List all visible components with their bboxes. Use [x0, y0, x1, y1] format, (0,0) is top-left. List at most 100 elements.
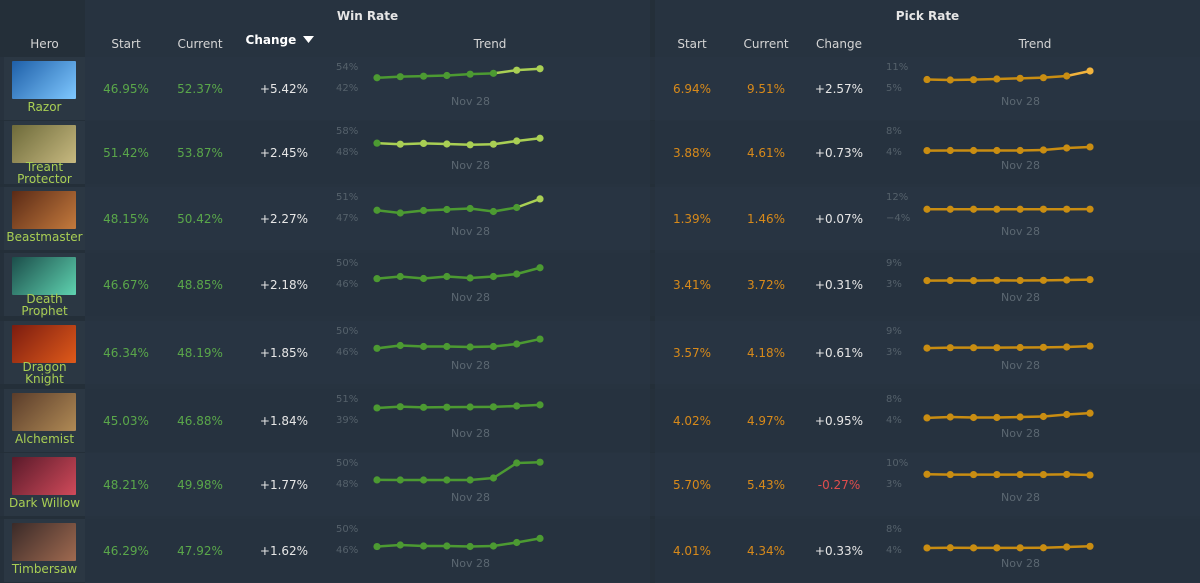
trend-point[interactable] [923, 470, 931, 478]
trend-point[interactable] [1063, 410, 1071, 419]
trend-point[interactable] [466, 343, 474, 351]
trend-point[interactable] [969, 344, 978, 352]
trend-point[interactable] [946, 413, 954, 421]
trend-point[interactable] [969, 205, 978, 213]
trend-point[interactable] [466, 476, 474, 484]
trend-point[interactable] [923, 414, 931, 422]
trend-point[interactable] [1086, 471, 1094, 479]
trend-point[interactable] [373, 74, 381, 82]
win-rate-trend-chart[interactable]: 50% 48% Nov 28 [330, 456, 550, 506]
trend-point[interactable] [396, 403, 404, 411]
trend-point[interactable] [1063, 72, 1071, 80]
trend-point[interactable] [536, 65, 544, 73]
hero-portrait[interactable] [12, 257, 76, 295]
trend-point[interactable] [466, 403, 474, 411]
trend-point[interactable] [513, 340, 521, 348]
trend-point[interactable] [1039, 544, 1048, 552]
trend-point[interactable] [993, 413, 1001, 422]
trend-point[interactable] [946, 544, 954, 552]
wr-start-column-header[interactable]: Start [111, 37, 141, 51]
trend-point[interactable] [1016, 276, 1024, 285]
trend-point[interactable] [419, 206, 428, 215]
trend-point[interactable] [1086, 409, 1094, 417]
hero-name[interactable]: Beastmaster [6, 230, 83, 244]
trend-point[interactable] [373, 139, 381, 147]
trend-point[interactable] [536, 401, 544, 409]
trend-point[interactable] [513, 459, 521, 467]
trend-point[interactable] [466, 141, 474, 149]
trend-point[interactable] [443, 476, 451, 484]
trend-point[interactable] [969, 277, 978, 285]
trend-point[interactable] [419, 274, 428, 283]
trend-point[interactable] [1063, 543, 1071, 551]
trend-point[interactable] [969, 544, 978, 552]
trend-point[interactable] [443, 272, 451, 281]
trend-point[interactable] [1039, 343, 1048, 351]
trend-point[interactable] [536, 264, 544, 272]
trend-point[interactable] [489, 207, 498, 216]
trend-point[interactable] [396, 209, 404, 217]
trend-point[interactable] [373, 275, 381, 283]
trend-point[interactable] [396, 272, 404, 281]
trend-point[interactable] [489, 474, 498, 482]
trend-point[interactable] [1016, 74, 1024, 82]
trend-point[interactable] [993, 276, 1001, 284]
trend-point[interactable] [373, 344, 381, 352]
pick-rate-trend-chart[interactable]: 9% 3% Nov 28 [880, 324, 1100, 374]
trend-point[interactable] [419, 476, 428, 484]
trend-point[interactable] [419, 342, 428, 351]
trend-point[interactable] [1039, 74, 1048, 82]
hero-name[interactable]: Dark Willow [8, 496, 81, 510]
trend-point[interactable] [1016, 413, 1024, 421]
wr-trend-column-header[interactable]: Trend [473, 37, 507, 51]
trend-point[interactable] [396, 341, 404, 350]
hero-column-header[interactable]: Hero [30, 37, 59, 51]
trend-point[interactable] [396, 140, 404, 148]
win-rate-trend-chart[interactable]: 50% 46% Nov 28 [330, 522, 550, 572]
trend-point[interactable] [993, 205, 1001, 213]
pick-rate-trend-chart[interactable]: 9% 3% Nov 28 [880, 256, 1100, 306]
hero-portrait[interactable] [12, 191, 76, 229]
trend-point[interactable] [373, 476, 381, 484]
trend-point[interactable] [969, 470, 978, 479]
hero-portrait[interactable] [12, 125, 76, 163]
trend-point[interactable] [1016, 205, 1024, 213]
trend-point[interactable] [1086, 205, 1094, 213]
win-rate-trend-chart[interactable]: 58% 48% Nov 28 [330, 124, 550, 174]
trend-point[interactable] [396, 541, 404, 549]
trend-point[interactable] [466, 70, 474, 78]
trend-point[interactable] [1086, 276, 1094, 284]
trend-point[interactable] [489, 140, 498, 148]
trend-point[interactable] [946, 146, 954, 155]
trend-point[interactable] [1039, 470, 1048, 479]
hero-portrait[interactable] [12, 325, 76, 363]
win-rate-trend-chart[interactable]: 51% 47% Nov 28 [330, 190, 550, 240]
trend-point[interactable] [946, 76, 954, 84]
trend-point[interactable] [969, 146, 978, 155]
trend-point[interactable] [923, 544, 931, 552]
trend-point[interactable] [923, 75, 931, 84]
hero-name[interactable]: Knight [25, 372, 64, 386]
win-rate-trend-chart[interactable]: 50% 46% Nov 28 [330, 324, 550, 374]
pick-rate-trend-chart[interactable]: 11% 5% Nov 28 [880, 60, 1100, 110]
trend-point[interactable] [1086, 542, 1094, 550]
pr-trend-column-header[interactable]: Trend [1018, 37, 1052, 51]
trend-point[interactable] [969, 76, 978, 84]
trend-point[interactable] [946, 276, 954, 285]
trend-point[interactable] [1016, 544, 1024, 552]
trend-point[interactable] [1063, 470, 1071, 479]
trend-point[interactable] [946, 344, 954, 352]
trend-point[interactable] [993, 470, 1001, 479]
hero-name[interactable]: Dragon [22, 360, 67, 374]
hero-name[interactable]: Razor [27, 100, 62, 114]
trend-point[interactable] [1063, 276, 1071, 284]
trend-point[interactable] [1039, 412, 1048, 421]
wr-current-column-header[interactable]: Current [177, 37, 223, 51]
trend-point[interactable] [489, 403, 498, 411]
hero-portrait[interactable] [12, 523, 76, 561]
hero-name[interactable]: Prophet [21, 304, 68, 318]
trend-point[interactable] [489, 342, 498, 351]
pr-change-column-header[interactable]: Change [816, 37, 862, 51]
win-rate-trend-chart[interactable]: 51% 39% Nov 28 [330, 392, 550, 442]
trend-point[interactable] [1086, 342, 1094, 350]
